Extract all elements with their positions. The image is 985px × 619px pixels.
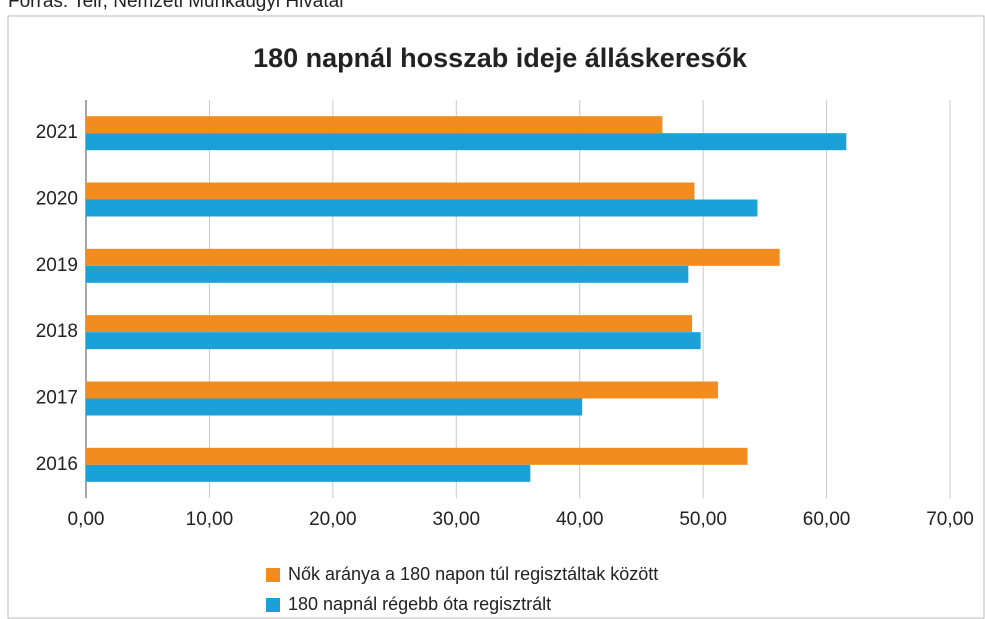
bar	[86, 265, 689, 283]
chart-title: 180 napnál hosszab ideje álláskeresők	[253, 43, 748, 73]
source-note: Forrás: Teir, Nemzeti Munkaügyi Hivatal	[8, 0, 343, 12]
x-tick-label: 20,00	[309, 509, 357, 530]
legend-label: Nők aránya a 180 napon túl regisztáltak …	[288, 564, 658, 584]
bar	[86, 447, 748, 465]
x-tick-label: 0,00	[68, 509, 105, 530]
x-tick-label: 10,00	[186, 509, 234, 530]
y-tick-label: 2021	[36, 122, 78, 143]
bar	[86, 398, 583, 416]
y-tick-label: 2019	[36, 255, 78, 276]
y-tick-label: 2017	[36, 388, 78, 409]
y-tick-label: 2016	[36, 454, 78, 475]
bar	[86, 133, 847, 151]
legend-label: 180 napnál régebb óta regisztrált	[288, 594, 551, 614]
bar	[86, 199, 758, 217]
x-tick-label: 30,00	[433, 509, 481, 530]
x-tick-label: 70,00	[926, 509, 974, 530]
y-tick-label: 2020	[36, 189, 78, 210]
x-tick-label: 50,00	[679, 509, 727, 530]
bar	[86, 464, 531, 482]
bar	[86, 182, 695, 200]
bar	[86, 315, 693, 333]
legend-swatch	[266, 568, 280, 582]
y-tick-label: 2018	[36, 321, 78, 342]
bar	[86, 116, 663, 134]
bar	[86, 332, 701, 350]
x-tick-label: 60,00	[803, 509, 851, 530]
bar	[86, 248, 780, 266]
bar	[86, 381, 718, 399]
x-tick-label: 40,00	[556, 509, 604, 530]
legend-swatch	[266, 598, 280, 612]
